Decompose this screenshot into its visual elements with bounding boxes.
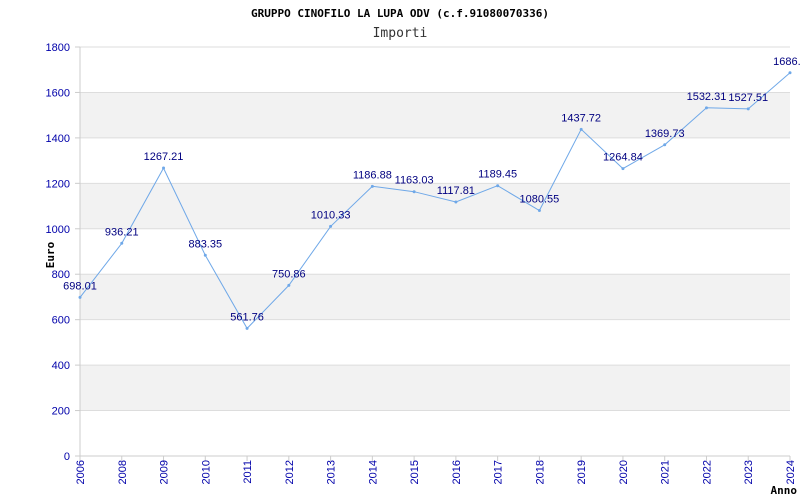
x-tick-label: 2012 [284, 460, 296, 484]
grid-band [80, 183, 790, 229]
chart-subtitle: Importi [373, 26, 428, 41]
y-tick-label: 1800 [46, 42, 70, 54]
x-tick-label: 2017 [493, 460, 505, 484]
data-label: 1163.03 [395, 175, 434, 187]
data-label: 750.86 [272, 268, 306, 280]
data-point [287, 283, 291, 287]
y-tick-label: 600 [52, 315, 70, 327]
x-tick-label: 2015 [409, 460, 421, 484]
x-axis-title: Anno [771, 484, 798, 497]
x-tick-label: 2021 [660, 460, 672, 484]
x-tick-label: 2013 [326, 460, 338, 484]
x-tick-label: 2014 [367, 460, 379, 484]
x-tick-label: 2011 [242, 460, 254, 484]
x-tick-label: 2024 [785, 460, 797, 484]
x-tick-label: 2020 [618, 460, 630, 484]
grid-band [80, 274, 790, 320]
y-tick-labels: 0 200 400 600 800 1000 1200 1400 1600 1800 [46, 42, 70, 463]
data-label: 1532.31 [687, 91, 727, 103]
data-point [245, 326, 249, 330]
data-point [120, 241, 124, 245]
y-tick-label: 1000 [46, 224, 70, 236]
data-label: 561.76 [230, 311, 264, 323]
data-point [162, 166, 166, 170]
x-tick-label: 2008 [117, 460, 129, 484]
data-point [704, 106, 708, 110]
data-point [663, 143, 667, 147]
y-tick-label: 1600 [46, 87, 70, 99]
data-point [496, 184, 500, 188]
data-point [537, 208, 541, 212]
data-label: 1080.55 [520, 193, 560, 205]
axes [79, 47, 790, 457]
data-point [203, 253, 207, 257]
grid-band [80, 92, 790, 138]
data-point [78, 295, 82, 299]
data-label: 1437.72 [561, 112, 601, 124]
data-point [621, 167, 625, 171]
data-labels: 698.01 936.21 1267.21 883.35 561.76 750.86 101… [63, 56, 800, 330]
data-label: 1267.21 [144, 151, 184, 163]
data-point [412, 190, 416, 194]
y-tick-label: 1200 [46, 178, 70, 190]
x-tick-label: 2019 [576, 460, 588, 484]
data-point [329, 224, 333, 228]
x-tick-label: 2009 [159, 460, 171, 484]
data-label: 1117.81 [437, 185, 475, 197]
y-tick-label: 400 [52, 360, 70, 372]
data-label: 1186.88 [353, 169, 392, 181]
y-tick-label: 200 [52, 406, 70, 418]
data-point [454, 200, 458, 204]
y-tick-label: 800 [52, 269, 70, 281]
series [79, 72, 791, 330]
data-point [370, 184, 374, 188]
data-label: 1369.73 [645, 128, 685, 140]
data-label: 1527.51 [728, 92, 768, 104]
chart-title: GRUPPO CINOFILO LA LUPA ODV (c.f.9108007… [251, 7, 549, 20]
data-label: 1010.33 [311, 209, 351, 221]
data-point [788, 71, 792, 75]
x-tick-labels: 2006 2008 2009 2010 2011 2012 2013 2014 2015 2016… [75, 456, 797, 484]
data-label: 698.01 [63, 280, 97, 292]
grid-bands [80, 92, 790, 411]
data-point [746, 107, 750, 111]
y-tick-label: 1400 [46, 133, 70, 145]
data-label: 883.35 [188, 238, 222, 250]
x-tick-label: 2006 [75, 460, 87, 484]
data-label: 1264.84 [603, 152, 643, 164]
x-tick-label: 2010 [200, 460, 212, 484]
data-label: 1686.4 [773, 56, 800, 68]
data-point [579, 127, 583, 131]
data-label: 1189.45 [478, 169, 517, 181]
grid-band [80, 365, 790, 411]
x-tick-label: 2023 [743, 460, 755, 484]
y-tick-label: 0 [64, 451, 70, 463]
x-tick-label: 2022 [701, 460, 713, 484]
gridlines [75, 46, 790, 457]
y-axis-title: Euro [44, 241, 57, 268]
data-label: 936.21 [105, 226, 139, 238]
x-tick-label: 2016 [451, 460, 463, 484]
x-tick-label: 2018 [534, 460, 546, 484]
series-line [79, 72, 791, 330]
